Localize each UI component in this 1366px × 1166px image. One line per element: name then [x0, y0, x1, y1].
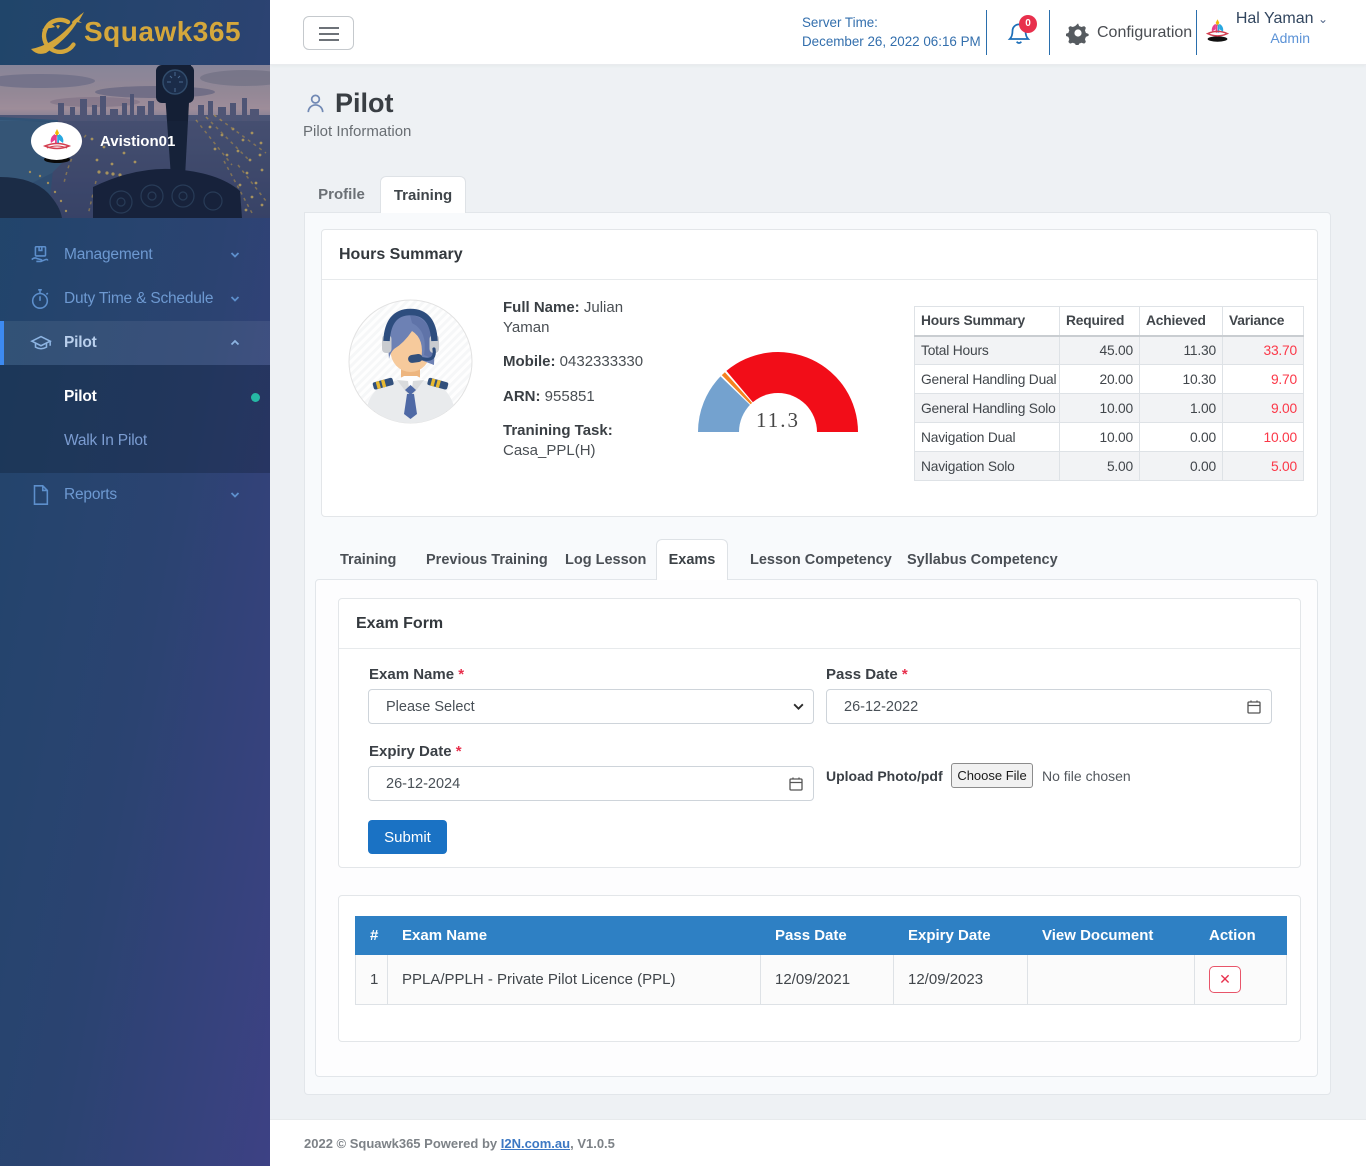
svg-text:11.3: 11.3 — [756, 408, 800, 432]
